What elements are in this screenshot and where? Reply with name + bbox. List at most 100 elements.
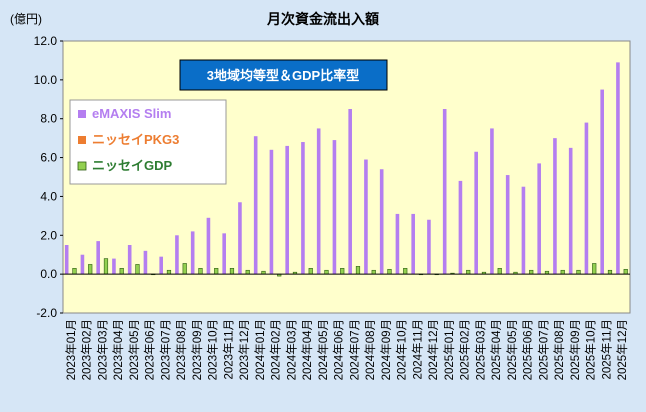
bar-emaxis-slim	[301, 142, 305, 275]
x-tick-label: 2024年03月	[284, 319, 298, 380]
x-tick-label: 2024年02月	[269, 319, 283, 380]
x-tick-label: 2024年06月	[332, 319, 346, 380]
annotation-box: 3地域均等型＆GDP比率型	[179, 59, 388, 91]
x-tick-label: 2025年09月	[568, 319, 582, 380]
x-tick-label: 2023年05月	[127, 319, 141, 380]
legend-swatch	[78, 110, 86, 118]
x-tick-label: 2023年10月	[206, 319, 220, 380]
bar-nissay-gdp	[592, 263, 597, 275]
bar-nissay-gdp	[355, 266, 361, 275]
bar-nissay-gdp	[387, 268, 392, 275]
bar-nissay-gdp	[324, 269, 329, 275]
bar-nissay-gdp	[576, 269, 581, 275]
legend-items: eMAXIS Slim ニッセイPKG3 ニッセイGDP	[77, 106, 179, 173]
bar-nissay-gdp	[340, 268, 345, 275]
bar-nissay-gdp	[103, 258, 109, 275]
bar-emaxis-slim	[269, 149, 274, 275]
x-tick-label: 2025年04月	[489, 319, 503, 380]
bar-emaxis-slim	[505, 175, 510, 275]
x-tick-label: 2025年01月	[442, 319, 456, 380]
bar-emaxis-slim	[364, 159, 368, 275]
bar-nissay-gdp	[135, 264, 140, 275]
x-tick-label: 2023年04月	[111, 319, 125, 380]
bar-emaxis-slim	[80, 254, 85, 275]
bar-emaxis-slim	[316, 128, 321, 275]
bar-emaxis-slim	[458, 180, 463, 275]
bar-emaxis-slim	[584, 122, 589, 275]
y-tick-label: 12.0	[34, 34, 58, 48]
x-tick-label: 2023年08月	[174, 319, 188, 380]
bar-nissay-gdp	[607, 269, 613, 275]
y-tick-label: 0.0	[40, 267, 57, 281]
bar-emaxis-slim	[222, 233, 226, 275]
x-tick-label: 2023年07月	[158, 319, 172, 380]
x-tick-label: 2025年08月	[552, 319, 566, 380]
bar-emaxis-slim	[127, 245, 132, 275]
x-tick-label: 2025年10月	[584, 319, 598, 380]
annotation-box-bg	[179, 59, 388, 91]
bar-emaxis-slim	[64, 245, 69, 275]
legend-label: eMAXIS Slim	[92, 106, 171, 121]
bars	[64, 62, 628, 277]
bar-nissay-gdp	[308, 268, 313, 275]
x-tick-label: 2023年11月	[221, 319, 235, 380]
bar-emaxis-slim	[143, 250, 148, 275]
bar-emaxis-slim	[96, 241, 100, 275]
bar-nissay-gdp	[403, 268, 408, 275]
x-tick-label: 2025年06月	[521, 319, 535, 380]
y-tick-label: -2.0	[36, 306, 57, 320]
x-tick-label: 2024年10月	[395, 319, 409, 380]
legend-swatch	[78, 136, 86, 144]
bar-emaxis-slim	[537, 163, 541, 275]
chart-title: 月次資金流出入額	[266, 11, 379, 27]
bar-nissay-gdp	[119, 268, 124, 275]
x-tick-label: 2023年09月	[190, 319, 204, 380]
y-tick-label: 6.0	[40, 151, 57, 165]
bar-nissay-gdp	[198, 268, 203, 275]
x-tick-label: 2024年01月	[253, 319, 267, 380]
x-tick-label: 2025年02月	[458, 319, 472, 380]
x-tick-label: 2024年08月	[363, 319, 377, 380]
x-tick-label: 2025年07月	[536, 319, 550, 380]
legend: eMAXIS Slim ニッセイPKG3 ニッセイGDP	[69, 99, 227, 185]
x-tick-label: 2024年12月	[426, 319, 440, 380]
bar-emaxis-slim	[253, 136, 258, 275]
bar-emaxis-slim	[395, 213, 400, 275]
bar-nissay-gdp	[166, 269, 172, 275]
bar-nissay-gdp	[529, 269, 534, 275]
x-tick-label: 2025年12月	[615, 319, 629, 380]
bar-emaxis-slim	[474, 151, 478, 275]
legend-label: ニッセイPKG3	[92, 132, 179, 147]
x-tick-label: 2023年03月	[95, 319, 109, 380]
bar-emaxis-slim	[553, 138, 557, 275]
annotation-text: 3地域均等型＆GDP比率型	[207, 68, 359, 83]
x-tick-label: 2025年05月	[505, 319, 519, 380]
x-tick-label: 2024年05月	[316, 319, 330, 380]
x-tick-label: 2024年07月	[347, 319, 361, 380]
x-tick-label: 2025年03月	[473, 319, 487, 380]
x-tick-label: 2024年11月	[410, 319, 424, 380]
bar-nissay-gdp	[497, 268, 502, 275]
x-tick-label: 2023年06月	[143, 319, 157, 380]
y-axis-unit-label: (億円)	[10, 12, 42, 26]
bar-emaxis-slim	[348, 109, 352, 275]
bar-emaxis-slim	[332, 140, 337, 275]
bar-nissay-gdp	[229, 268, 235, 275]
bar-emaxis-slim	[175, 235, 179, 275]
bar-emaxis-slim	[379, 169, 384, 275]
bar-emaxis-slim	[190, 231, 195, 275]
bar-emaxis-slim	[568, 147, 573, 275]
bar-nissay-gdp	[623, 268, 628, 275]
bar-emaxis-slim	[411, 213, 415, 275]
y-axis-ticks: -2.0 0.0 2.0 4.0 6.0 8.0 10.0 12.0	[34, 34, 63, 320]
x-tick-label: 2024年09月	[379, 319, 393, 380]
bar-emaxis-slim	[159, 256, 163, 275]
bar-emaxis-slim	[521, 186, 526, 275]
bar-emaxis-slim	[442, 109, 447, 275]
bar-emaxis-slim	[238, 202, 242, 275]
bar-emaxis-slim	[112, 258, 116, 275]
bar-nissay-gdp	[182, 263, 187, 275]
bar-emaxis-slim	[285, 145, 289, 275]
